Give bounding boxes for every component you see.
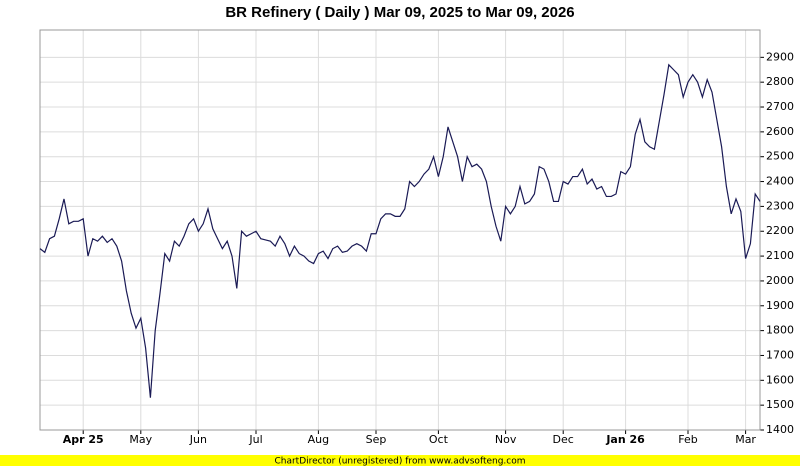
y-tick-label: 2700 [766,100,794,113]
y-tick-label: 1800 [766,324,794,337]
y-tick-label: 1700 [766,348,794,361]
plot-border [39,29,761,431]
x-tick-label: Jul [248,433,262,446]
y-tick-label: 2000 [766,274,794,287]
x-tick-label: Feb [678,433,697,446]
y-tick-label: 2100 [766,249,794,262]
chart-title: BR Refinery ( Daily ) Mar 09, 2025 to Ma… [225,4,574,21]
x-tick-label: Sep [366,433,387,446]
x-tick-label: Jun [189,433,207,446]
y-tick-label: 2800 [766,75,794,88]
x-tick-label: Mar [735,433,756,446]
x-tick-label: Nov [495,433,517,446]
x-tick-label: Aug [308,433,329,446]
x-tick-label: May [129,433,152,446]
x-tick-label: Apr 25 [63,433,104,446]
plot-area [39,29,761,431]
x-tick-label: Dec [553,433,574,446]
y-tick-label: 2600 [766,125,794,138]
y-tick-label: 2200 [766,224,794,237]
x-tick-label: Oct [429,433,449,446]
y-tick-label: 1400 [766,423,794,436]
y-tick-label: 2900 [766,50,794,63]
footer-bar [0,455,800,466]
y-tick-label: 2400 [766,175,794,188]
price-line [39,63,761,398]
x-tick-label: Jan 26 [605,433,645,446]
y-tick-label: 1900 [766,299,794,312]
y-tick-label: 2300 [766,199,794,212]
y-tick-label: 1500 [766,398,794,411]
footer: ChartDirector (unregistered) from www.ad… [274,457,525,466]
y-tick-label: 1600 [766,373,794,386]
y-tick-label: 2500 [766,150,794,163]
